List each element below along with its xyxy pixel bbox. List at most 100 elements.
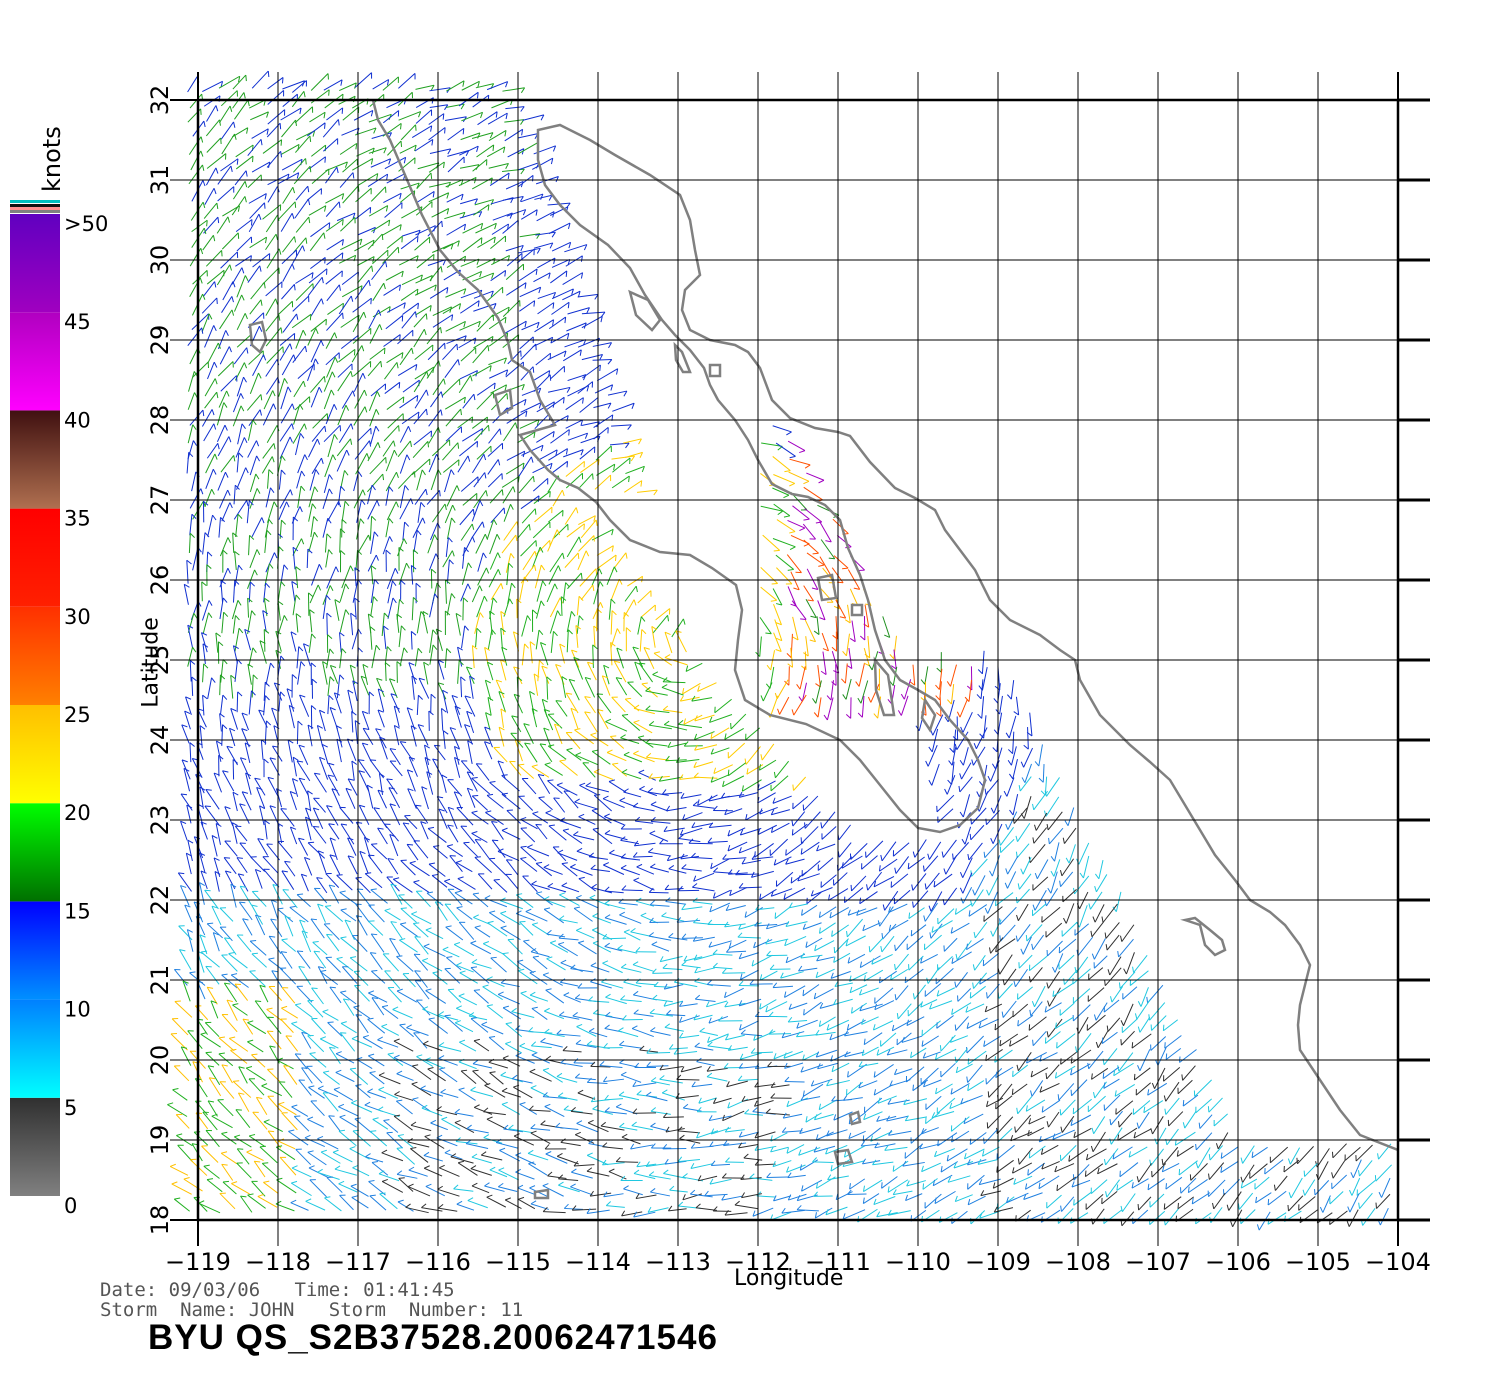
wind-barb-flag <box>775 649 782 652</box>
wind-barb-flag <box>951 1008 954 1015</box>
wind-barb-flag <box>255 473 260 480</box>
wind-barb <box>247 663 252 685</box>
wind-barb <box>790 647 794 668</box>
wind-barb-flag <box>507 172 510 180</box>
wind-barb <box>517 141 539 155</box>
wind-barb <box>663 827 685 832</box>
wind-barb <box>521 643 526 666</box>
wind-barb-flag <box>500 627 506 633</box>
wind-barb <box>970 824 985 841</box>
wind-barb <box>787 520 806 529</box>
wind-barb <box>532 157 554 170</box>
wind-barb <box>679 1003 698 1007</box>
wind-barb-flag <box>520 990 527 994</box>
wind-barb-flag <box>831 646 837 652</box>
wind-barb-flag <box>753 941 756 948</box>
wind-barb <box>522 114 544 121</box>
wind-barb-flag <box>457 876 464 880</box>
wind-barb-flag <box>697 685 700 692</box>
wind-barb-flag <box>328 89 330 96</box>
wind-barb-flag <box>299 919 306 923</box>
wind-barb <box>385 518 390 538</box>
wind-barb <box>834 938 849 954</box>
wind-barb-flag <box>718 1016 723 1022</box>
wind-barb <box>371 970 386 984</box>
wind-barb <box>663 709 683 714</box>
wind-barb <box>471 453 485 474</box>
wind-barb-flag <box>228 346 232 353</box>
wind-barb-flag <box>458 993 465 997</box>
wind-barb-flag <box>798 965 803 972</box>
wind-barb-flag <box>236 158 239 165</box>
wind-barb <box>862 922 881 932</box>
wind-barb <box>851 1002 867 1014</box>
wind-barb-flag <box>633 704 640 709</box>
wind-barb-flag <box>546 956 553 960</box>
wind-barb <box>520 366 534 381</box>
wind-barb <box>442 949 460 958</box>
wind-barb-flag <box>400 907 407 910</box>
wind-barb <box>682 812 703 821</box>
wind-barb <box>204 378 216 397</box>
wind-barb <box>296 760 311 782</box>
wind-barb-flag <box>987 775 992 782</box>
wind-barb <box>220 580 224 603</box>
wind-barb <box>804 651 807 670</box>
wind-barb <box>364 873 383 889</box>
wind-barb-flag <box>416 530 422 536</box>
wind-barb <box>329 837 338 861</box>
wind-barb <box>536 211 555 222</box>
wind-barb <box>1045 922 1063 938</box>
wind-barb-flag <box>641 576 644 583</box>
wind-barb-flag <box>422 611 429 615</box>
wind-barb <box>457 660 460 684</box>
wind-barb <box>400 288 419 301</box>
wind-barb <box>621 714 641 731</box>
wind-barb <box>460 300 480 314</box>
wind-barb <box>459 440 478 457</box>
wind-barb <box>661 686 684 696</box>
wind-barb-flag <box>425 927 432 931</box>
wind-barb <box>1136 999 1151 1020</box>
wind-barb <box>1052 983 1074 997</box>
wind-barb <box>221 724 224 746</box>
wind-barb-flag <box>520 245 524 252</box>
wind-barb-flag <box>222 770 229 773</box>
wind-barb-flag <box>208 612 213 618</box>
wind-barb <box>547 529 558 552</box>
wind-barb <box>307 724 313 747</box>
wind-barb <box>735 873 760 876</box>
wind-barb <box>226 999 238 1021</box>
wind-barb <box>761 442 783 447</box>
wind-barb-flag <box>1009 1040 1012 1047</box>
wind-barb-flag <box>455 860 462 863</box>
wind-barb <box>580 519 597 539</box>
wind-barb <box>611 455 635 460</box>
wind-barb <box>728 762 747 777</box>
wind-barb-flag <box>844 1030 849 1037</box>
wind-barb-flag <box>679 1032 684 1039</box>
wind-barb <box>533 242 553 249</box>
wind-barb <box>341 390 354 409</box>
wind-barb-flag <box>990 807 995 814</box>
wind-barb <box>386 501 397 521</box>
wind-barb <box>280 951 293 969</box>
wind-barb <box>296 986 313 1003</box>
wind-barb-flag <box>891 1024 895 1031</box>
wind-barb <box>392 1009 413 1019</box>
wind-barb <box>369 626 373 650</box>
wind-barb <box>382 953 400 972</box>
wind-barb-flag <box>894 867 897 874</box>
wind-barb <box>281 939 297 952</box>
wind-barb-flag <box>345 583 350 590</box>
wind-barb <box>354 279 370 300</box>
wind-barb <box>191 676 194 696</box>
wind-barb-flag <box>345 787 352 791</box>
wind-barb <box>456 907 473 920</box>
wind-barb-flag <box>490 290 494 297</box>
wind-barb-flag <box>566 333 570 340</box>
wind-barb-flag <box>367 1017 374 1020</box>
wind-barb <box>230 708 239 730</box>
wind-barb-flag <box>307 548 313 554</box>
wind-barb-flag <box>536 322 540 329</box>
